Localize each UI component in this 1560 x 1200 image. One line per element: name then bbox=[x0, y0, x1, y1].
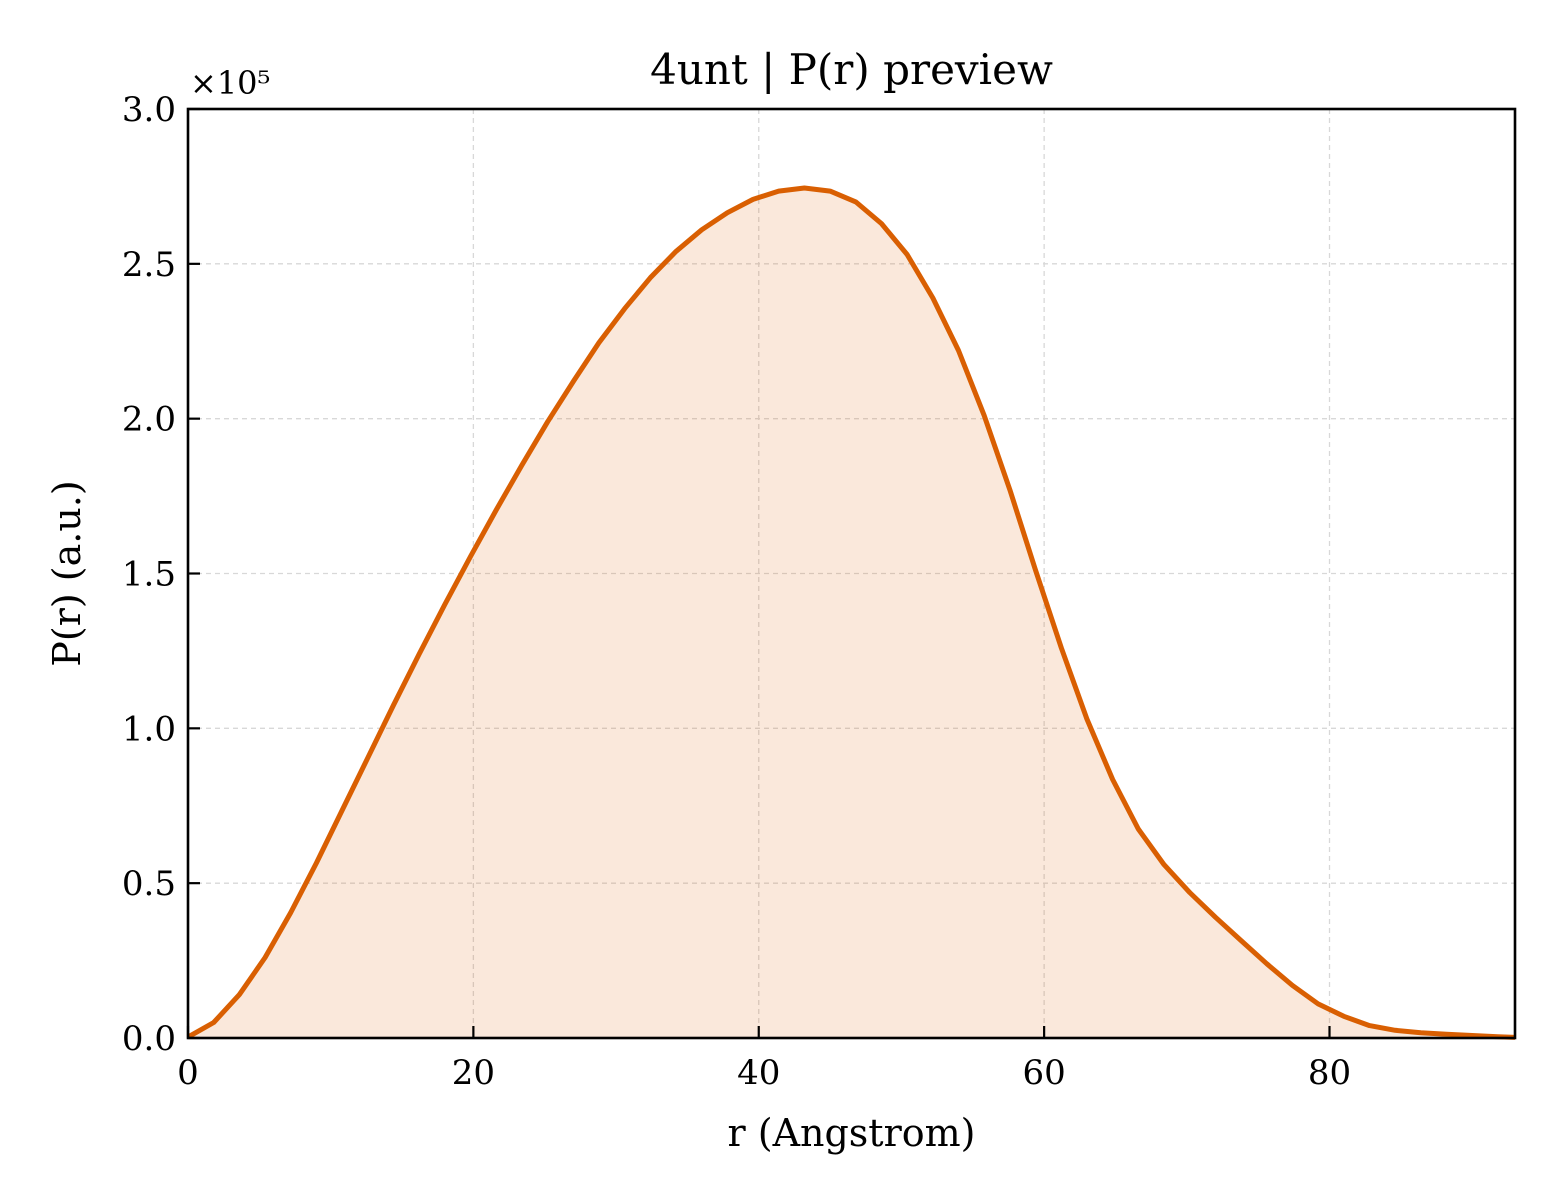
y-axis-ticks: 0.0 0.5 1.0 1.5 2.0 2.5 3.0 bbox=[122, 90, 200, 1059]
x-tick-label: 20 bbox=[452, 1053, 495, 1093]
x-tick-label: 80 bbox=[1308, 1053, 1351, 1093]
y-tick-label: 0.5 bbox=[122, 864, 176, 904]
y-axis-offset-label: ×10⁵ bbox=[190, 64, 270, 102]
x-tick-label: 40 bbox=[737, 1053, 780, 1093]
y-tick-label: 1.0 bbox=[122, 709, 176, 749]
y-tick-label: 3.0 bbox=[122, 90, 176, 130]
y-tick-label: 0.0 bbox=[122, 1019, 176, 1059]
pr-area-fill bbox=[188, 188, 1515, 1038]
y-tick-label: 2.0 bbox=[122, 400, 176, 440]
x-axis-ticks: 0 20 40 60 80 bbox=[177, 1026, 1351, 1093]
y-tick-label: 1.5 bbox=[122, 555, 176, 595]
x-tick-label: 60 bbox=[1022, 1053, 1065, 1093]
x-axis-label: r (Angstrom) bbox=[728, 1111, 976, 1155]
pr-series-line bbox=[186, 185, 1516, 1040]
chart-title: 4unt | P(r) preview bbox=[650, 45, 1053, 94]
x-tick-label: 0 bbox=[177, 1053, 199, 1093]
y-axis-label: P(r) (a.u.) bbox=[45, 480, 89, 666]
y-tick-label: 2.5 bbox=[122, 245, 176, 285]
